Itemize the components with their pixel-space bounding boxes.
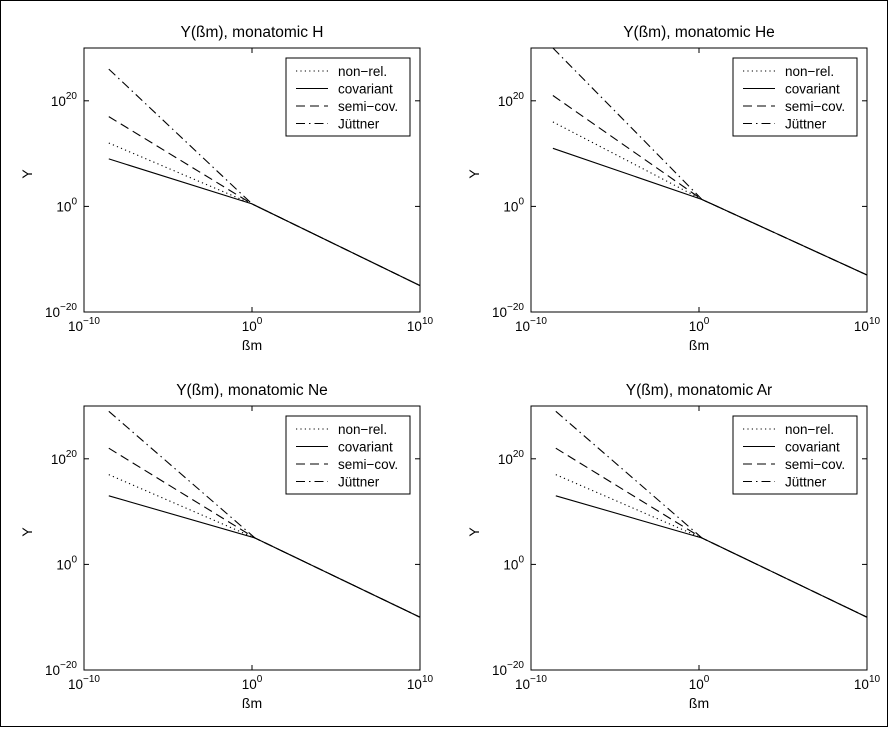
x-axis-label: ßm (242, 337, 262, 353)
series-line-solid (108, 495, 421, 618)
legend-label: Jüttner (785, 117, 827, 132)
y-tick-label: 100 (56, 196, 77, 214)
legend-label: covariant (338, 82, 393, 97)
series-line-solid (552, 147, 868, 276)
x-tick-label: 1010 (407, 316, 434, 334)
x-tick-label: 10−10 (68, 316, 100, 334)
chart-title: Y(ßm), monatomic Ar (626, 382, 772, 399)
y-axis-label: Y (19, 527, 35, 537)
y-tick-label: 10−20 (45, 302, 77, 320)
panel-2: Y(ßm), monatomic He ßm Y 10−10 100 1010 10−20 1… (466, 24, 881, 353)
legend-label: semi−cov. (785, 99, 845, 114)
legend-box (732, 57, 858, 137)
series-line-dashdot (108, 410, 421, 618)
legend-label: non−rel. (338, 64, 387, 79)
series-line-dashdot (108, 68, 421, 287)
x-tick-label: 10−10 (68, 674, 100, 692)
y-tick-label: 1020 (498, 91, 525, 109)
legend: non−rel. covariant semi−cov. Jüttner (285, 57, 411, 137)
y-axis-label: Y (466, 527, 482, 537)
legend-label: covariant (785, 82, 840, 97)
chart-title: Y(ßm), monatomic Ne (176, 382, 328, 399)
legend-label: Jüttner (785, 475, 827, 490)
y-tick-label: 10−20 (45, 660, 77, 678)
x-axis-label: ßm (689, 337, 709, 353)
panel-4: Y(ßm), monatomic Ar ßm Y 10−10 100 1010 10−20 1… (466, 382, 881, 711)
legend-label: covariant (338, 440, 393, 455)
legend-label: semi−cov. (785, 457, 845, 472)
series-line-dotted (552, 121, 868, 276)
series-line-dotted (108, 142, 421, 287)
x-tick-label: 10−10 (515, 674, 547, 692)
legend-label: non−rel. (338, 422, 387, 437)
y-tick-label: 10−20 (492, 660, 524, 678)
series-line-dotted (555, 474, 868, 618)
legend-label: covariant (785, 440, 840, 455)
x-tick-label: 100 (242, 316, 263, 334)
x-tick-label: 100 (242, 674, 263, 692)
legend-label: semi−cov. (338, 99, 398, 114)
chart-title: Y(ßm), monatomic H (181, 24, 324, 41)
y-tick-label: 1020 (51, 91, 78, 109)
legend-label: Jüttner (338, 117, 380, 132)
chart-title: Y(ßm), monatomic He (623, 24, 775, 41)
x-tick-label: 1010 (854, 316, 881, 334)
y-axis-label: Y (466, 169, 482, 179)
x-tick-label: 100 (689, 674, 710, 692)
series-line-dashdot (552, 47, 868, 276)
x-tick-label: 1010 (407, 674, 434, 692)
legend: non−rel. covariant semi−cov. Jüttner (732, 415, 858, 495)
x-axis-label: ßm (689, 695, 709, 711)
panel-3: Y(ßm), monatomic Ne ßm Y 10−10 100 1010 10−20 1… (19, 382, 434, 711)
y-tick-label: 1020 (498, 449, 525, 467)
legend: non−rel. covariant semi−cov. Jüttner (285, 415, 411, 495)
legend-label: non−rel. (785, 422, 834, 437)
legend-label: non−rel. (785, 64, 834, 79)
y-tick-label: 10−20 (492, 302, 524, 320)
legend-box (285, 415, 411, 495)
series-line-solid (108, 158, 421, 287)
legend: non−rel. covariant semi−cov. Jüttner (732, 57, 858, 137)
legend-box (285, 57, 411, 137)
legend-label: Jüttner (338, 475, 380, 490)
y-tick-label: 100 (56, 554, 77, 572)
series-line-dotted (108, 474, 421, 618)
x-axis-label: ßm (242, 695, 262, 711)
x-tick-label: 1010 (854, 674, 881, 692)
legend-label: semi−cov. (338, 457, 398, 472)
series-line-dashed (108, 116, 421, 287)
x-tick-label: 100 (689, 316, 710, 334)
y-tick-label: 100 (503, 554, 524, 572)
y-tick-label: 1020 (51, 449, 78, 467)
series-line-solid (555, 495, 868, 618)
y-tick-label: 100 (503, 196, 524, 214)
x-tick-label: 10−10 (515, 316, 547, 334)
legend-box (732, 415, 858, 495)
series-line-dashdot (555, 410, 868, 618)
panel-1: Y(ßm), monatomic H ßm Y 10−10 100 1010 10−20 10… (19, 24, 434, 353)
y-axis-label: Y (19, 169, 35, 179)
